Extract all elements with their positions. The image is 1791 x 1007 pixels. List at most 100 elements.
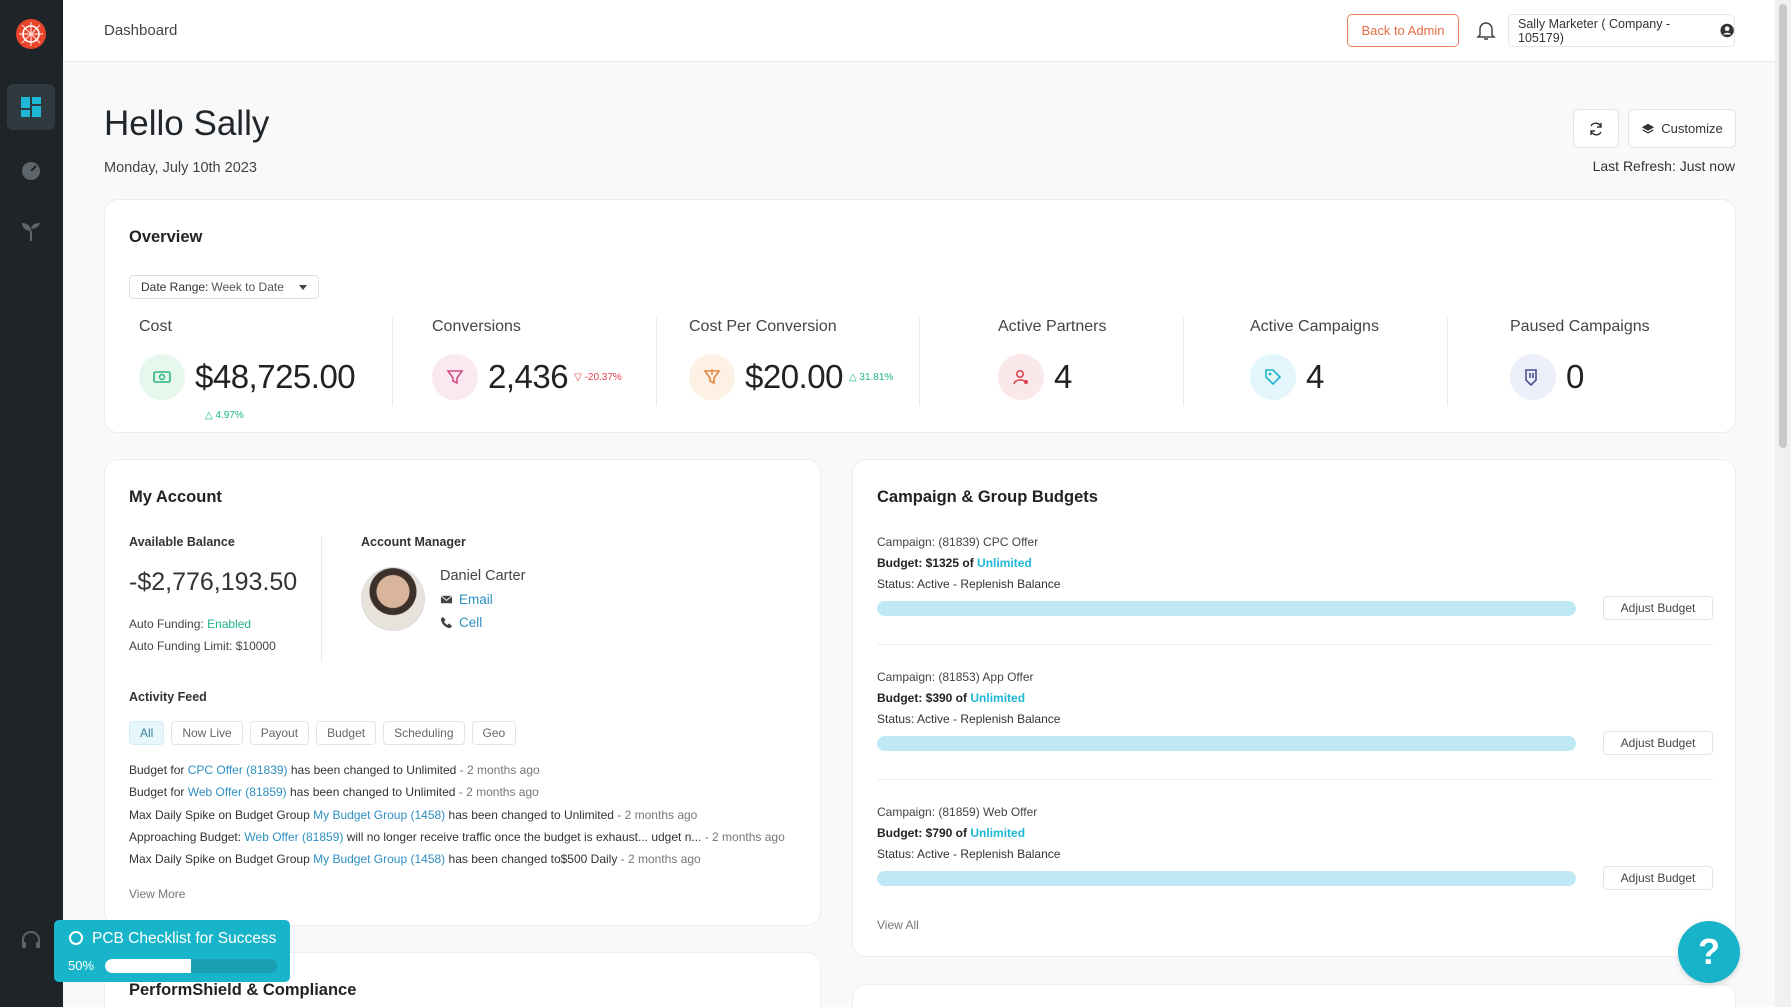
auto-funding-label: Auto Funding: [129, 617, 204, 631]
adjust-budget-button[interactable]: Adjust Budget [1603, 596, 1713, 620]
view-more-link[interactable]: View More [129, 887, 186, 901]
speedometer-icon [22, 162, 40, 180]
filter-chip-geo[interactable]: Geo [471, 721, 517, 745]
customize-label: Customize [1661, 121, 1723, 136]
date-range-label: Date Range: [141, 280, 209, 294]
support-headset-icon [22, 931, 40, 948]
stat-label: Active Campaigns [1250, 318, 1379, 335]
auto-funding-value[interactable]: Enabled [207, 617, 252, 631]
refresh-icon [1590, 122, 1602, 135]
checklist-progress-bar [105, 959, 277, 973]
budget-campaign: Campaign: (81859) Web Offer [877, 805, 1038, 819]
breadcrumb[interactable]: Dashboard [104, 22, 178, 39]
view-all-link[interactable]: View All [877, 918, 919, 932]
budget-campaign: Campaign: (81853) App Offer [877, 670, 1034, 684]
budget-progress-bar [877, 601, 1576, 616]
account-manager-name: Daniel Carter [440, 568, 526, 584]
stat-label: Cost [139, 318, 172, 335]
feed-link[interactable]: My Budget Group (1458) [313, 852, 446, 867]
stat-paused-campaigns[interactable]: Paused Campaigns 0 [1510, 318, 1680, 408]
checklist-title: PCB Checklist for Success [92, 930, 277, 947]
divider [877, 644, 1713, 645]
stat-label: Cost Per Conversion [689, 318, 837, 335]
cell-link[interactable]: Cell [440, 615, 482, 630]
feed-link[interactable]: Web Offer (81859) [244, 829, 344, 844]
budget-campaign: Campaign: (81839) CPC Offer [877, 535, 1039, 549]
budget-status: Status: Active - Replenish Balance [877, 847, 1061, 861]
feed-link[interactable]: My Budget Group (1458) [313, 807, 446, 822]
sidebar-item-dashboard[interactable] [7, 84, 55, 130]
brand-logo[interactable] [16, 19, 46, 49]
email-link[interactable]: Email [440, 592, 493, 607]
checklist-widget[interactable]: PCB Checklist for Success 50% [54, 920, 290, 982]
checklist-progress-fill [105, 959, 191, 973]
bottom-right-card [852, 984, 1736, 1007]
filter-chip-budget[interactable]: Budget [316, 721, 377, 745]
stat-delta: ▽ -20.37% [574, 371, 622, 383]
stat-delta: △ 31.81% [848, 371, 894, 383]
performshield-title: PerformShield & Compliance [129, 981, 357, 999]
stat-active-campaigns[interactable]: Active Campaigns 4 [1250, 318, 1410, 408]
stat-active-partners[interactable]: Active Partners 4 [998, 318, 1148, 408]
page-scrollbar[interactable] [1775, 0, 1791, 1007]
notification-bell-icon[interactable] [1474, 18, 1498, 42]
layers-icon [1642, 123, 1655, 134]
budget-amount-text: Budget: $1325 of [877, 556, 978, 570]
budget-limit-link[interactable]: Unlimited [977, 556, 1032, 570]
help-button[interactable]: ? [1678, 921, 1740, 983]
feed-time: - 2 months ago [456, 763, 540, 777]
adjust-budget-button[interactable]: Adjust Budget [1603, 731, 1713, 755]
stat-value: 0 [1566, 358, 1584, 395]
user-menu-button[interactable]: Sally Marketer ( Company - 105179) [1508, 14, 1735, 47]
date-range-select[interactable]: Date Range: Week to Date [129, 275, 319, 299]
stat-value: 4 [1054, 358, 1072, 395]
checklist-percent: 50% [68, 958, 95, 973]
customize-button[interactable]: Customize [1628, 109, 1736, 148]
divider [1183, 318, 1184, 406]
chevron-down-icon [299, 285, 307, 290]
budget-limit-link[interactable]: Unlimited [970, 826, 1026, 840]
feed-text: Budget for [129, 785, 188, 800]
refresh-button[interactable] [1573, 109, 1619, 148]
sidebar-item-growth[interactable] [7, 208, 55, 254]
feed-time: - 2 months ago [617, 852, 701, 867]
tag-icon [1250, 354, 1296, 400]
feed-link[interactable]: Web Offer (81859) [187, 785, 287, 800]
filter-chip-payout[interactable]: Payout [249, 721, 310, 745]
topbar: Dashboard Back to Admin Sally Marketer (… [63, 0, 1775, 62]
budget-progress-bar [877, 736, 1576, 751]
budget-amount: Budget: $1325 of Unlimited [877, 556, 1032, 570]
stat-conversions[interactable]: Conversions 2,436 ▽ -20.37% [432, 318, 662, 408]
budget-status: Status: Active - Replenish Balance [877, 712, 1061, 726]
feed-text: has been changed to Unlimited [445, 807, 614, 822]
back-to-admin-button[interactable]: Back to Admin [1347, 14, 1459, 47]
adjust-budget-button[interactable]: Adjust Budget [1603, 866, 1713, 890]
circle-icon [69, 931, 83, 945]
budget-amount-text: Budget: $390 of [877, 691, 971, 705]
stat-value: 4 [1306, 358, 1324, 395]
feed-item: Max Daily Spike on Budget Group My Budge… [129, 808, 809, 830]
user-label: Sally Marketer ( Company - 105179) [1518, 16, 1671, 45]
budget-item: Campaign: (81839) CPC Offer Budget: $132… [877, 535, 1713, 655]
filter-chip-scheduling[interactable]: Scheduling [383, 721, 465, 745]
stat-value: $20.00 [745, 358, 843, 395]
scrollbar-thumb[interactable] [1779, 4, 1787, 448]
greeting-title: Hello Sally [104, 104, 270, 143]
activity-feed-label: Activity Feed [129, 690, 207, 704]
activity-filter-chips: All Now Live Payout Budget Scheduling Ge… [129, 721, 517, 745]
stat-label: Paused Campaigns [1510, 318, 1650, 335]
sidebar-item-performance[interactable] [7, 147, 55, 193]
sidebar-item-support[interactable] [7, 918, 55, 964]
stat-cost-per-conversion[interactable]: Cost Per Conversion $20.00 △ 31.81% [689, 318, 939, 408]
budget-status: Status: Active - Replenish Balance [877, 577, 1061, 591]
feed-item: Approaching Budget: Web Offer (81859) wi… [129, 830, 809, 852]
divider [392, 318, 393, 406]
filter-chip-all[interactable]: All [129, 721, 165, 745]
stat-cost[interactable]: Cost $48,725.00 △ 4.97% [139, 318, 379, 421]
budget-amount: Budget: $790 of Unlimited [877, 826, 1025, 840]
budget-limit-link[interactable]: Unlimited [970, 691, 1026, 705]
funnel-dollar-icon [689, 354, 735, 400]
filter-chip-now-live[interactable]: Now Live [171, 721, 243, 745]
feed-time: - 2 months ago [455, 785, 539, 800]
feed-link[interactable]: CPC Offer (81839) [187, 763, 288, 777]
